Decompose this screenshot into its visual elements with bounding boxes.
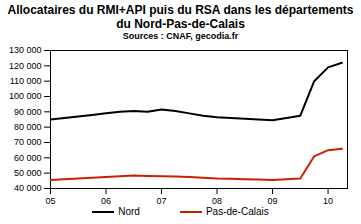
html-text:Sources : CNAF, gecodia.fr: Sources : CNAF, gecodia.fr — [122, 31, 239, 41]
svg-text:50 000: 50 000 — [14, 168, 42, 178]
svg-text:10: 10 — [323, 196, 333, 206]
svg-text:05: 05 — [45, 196, 55, 206]
svg-text:40 000: 40 000 — [14, 183, 42, 193]
svg-text:110 000: 110 000 — [10, 76, 42, 86]
svg-text:100 000: 100 000 — [9, 91, 42, 101]
svg-text:70 000: 70 000 — [14, 137, 42, 147]
svg-text:130 000: 130 000 — [9, 45, 42, 55]
svg-text:07: 07 — [157, 196, 167, 206]
svg-text:60 000: 60 000 — [14, 153, 42, 163]
svg-text:06: 06 — [101, 196, 111, 206]
svg-text:90 000: 90 000 — [14, 107, 42, 117]
svg-text:80 000: 80 000 — [14, 122, 42, 132]
html-text:Allocataires du RMI+API puis d: Allocataires du RMI+API puis du RSA dans… — [7, 3, 354, 31]
html-text:Nord: Nord — [118, 206, 140, 217]
svg-text:120 000: 120 000 — [9, 61, 42, 71]
html-text:Pas-de-Calais: Pas-de-Calais — [205, 206, 269, 217]
svg-text:08: 08 — [212, 196, 222, 206]
svg-text:09: 09 — [268, 196, 278, 206]
